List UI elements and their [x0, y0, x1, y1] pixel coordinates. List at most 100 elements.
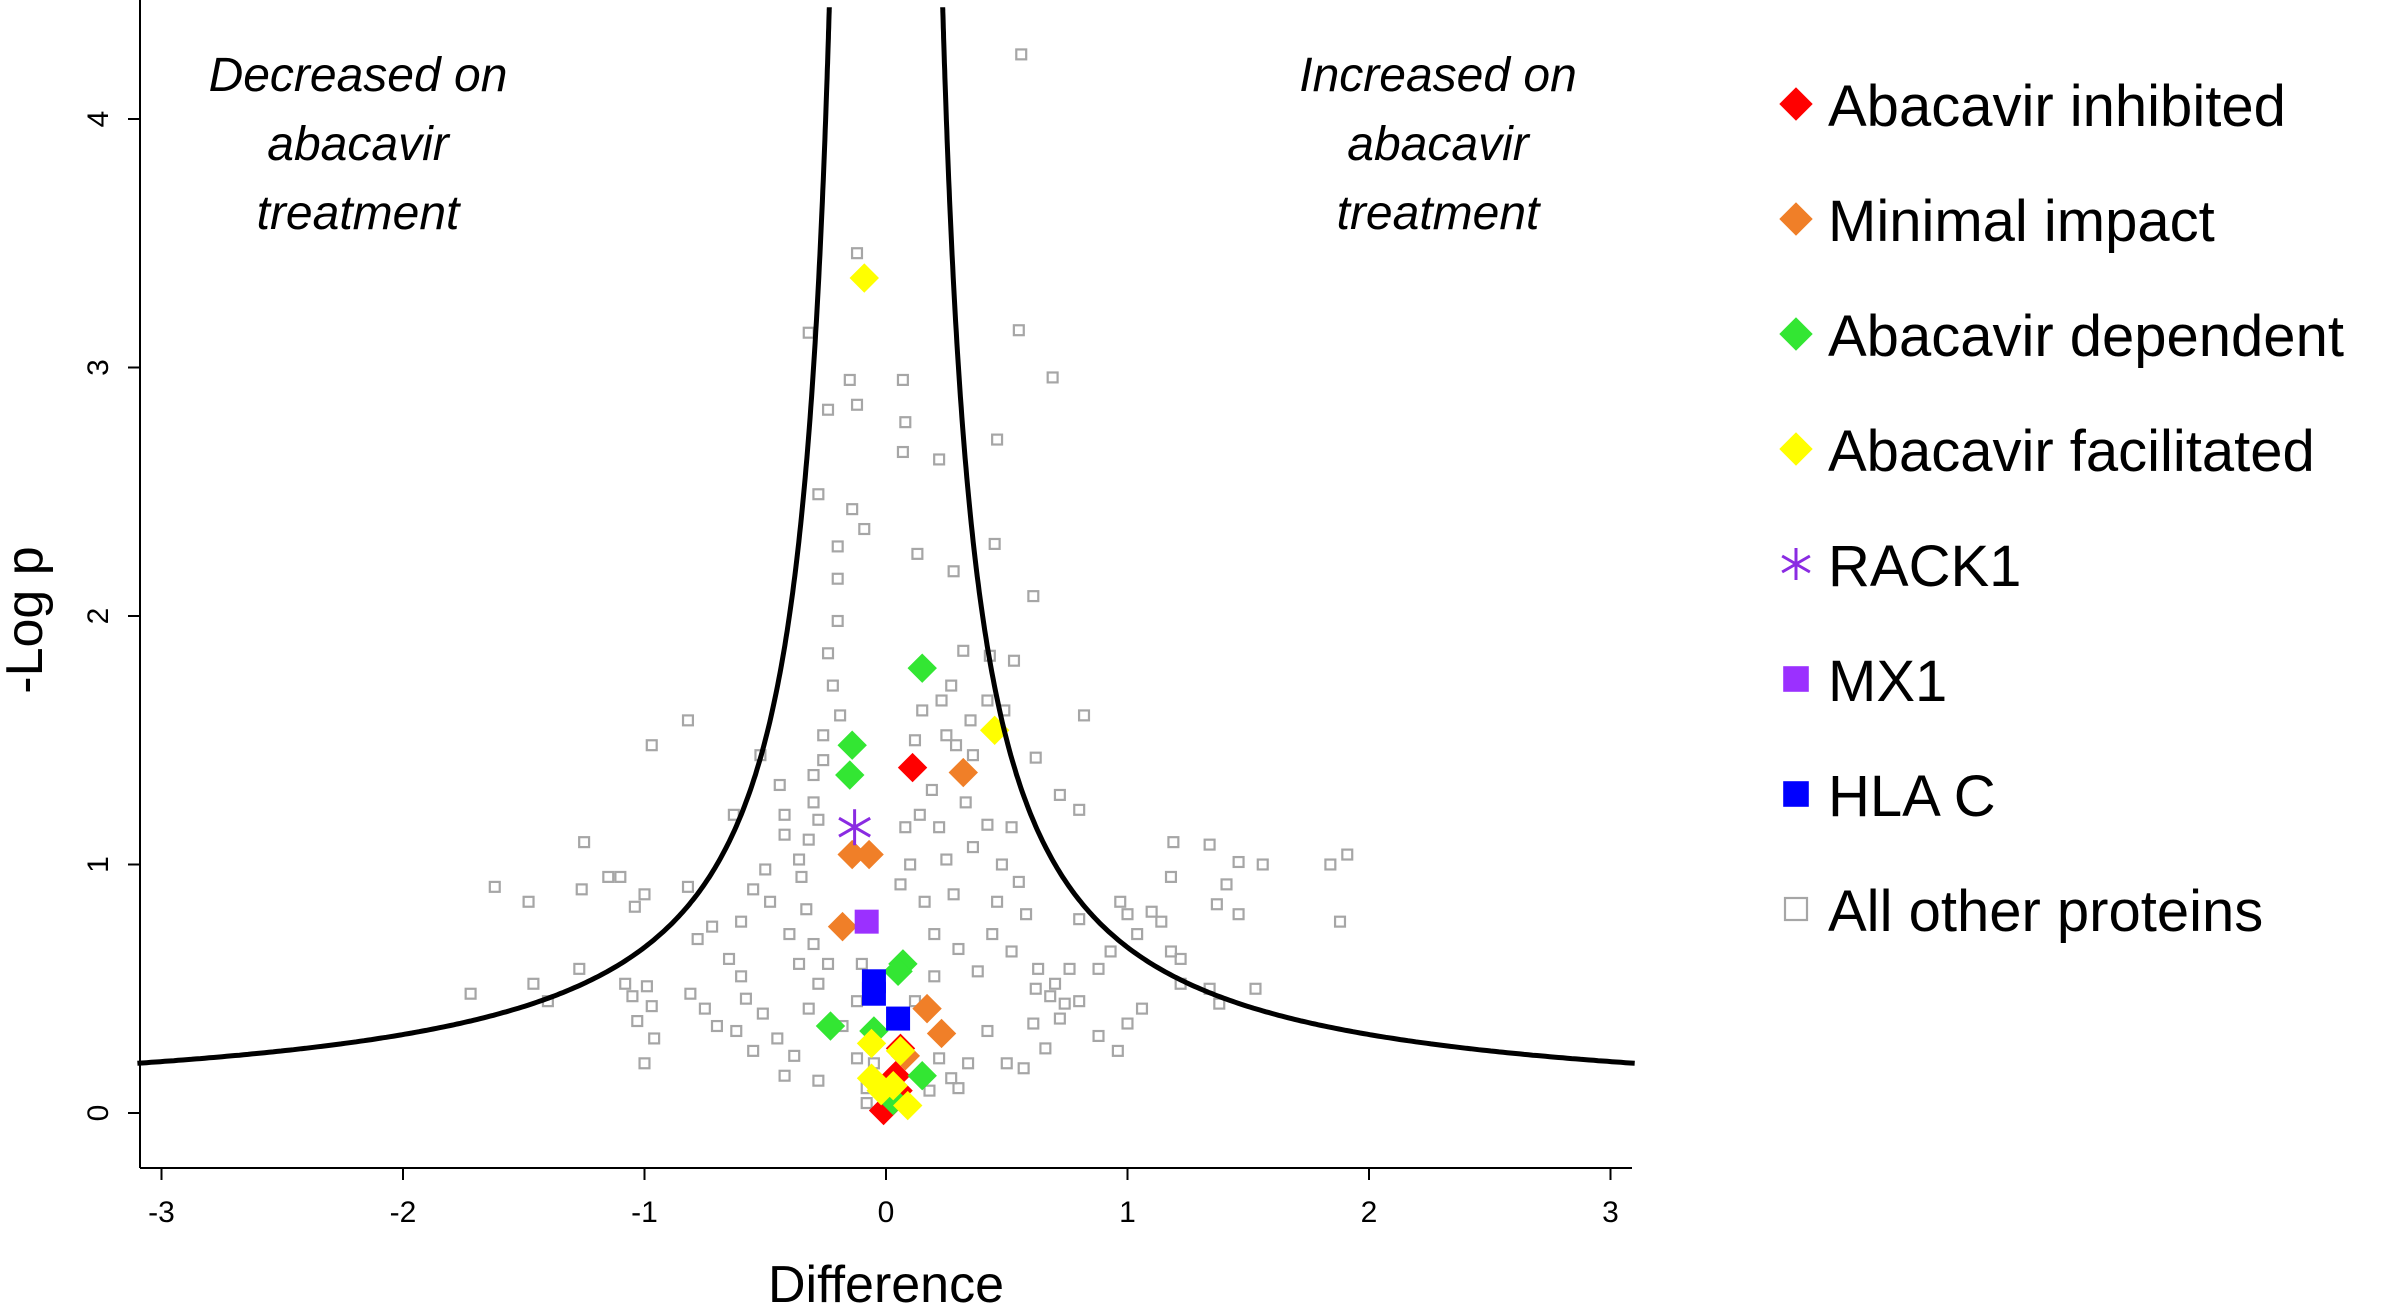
- point-all-other-proteins: [1073, 913, 1086, 926]
- point-all-other-proteins: [981, 1024, 994, 1038]
- point-all-other-proteins: [783, 928, 796, 941]
- point-abacavir-dependent: [883, 956, 913, 987]
- legend-marker-minimal-impact: [1779, 202, 1813, 236]
- x-tick-label: 2: [1361, 1196, 1378, 1229]
- point-all-other-proteins: [831, 540, 844, 553]
- point-all-other-proteins: [793, 853, 806, 866]
- point-all-other-proteins: [1012, 324, 1025, 337]
- axes: -3 -2 -1 0 1 2 3 0 1 2 3 4: [82, 0, 1632, 1229]
- point-all-other-proteins: [925, 783, 938, 796]
- point-all-other-proteins: [1341, 848, 1354, 861]
- point-all-other-proteins: [626, 990, 639, 1003]
- point-all-other-proteins: [722, 952, 736, 965]
- point-all-other-proteins: [1077, 709, 1091, 722]
- point-all-other-proteins: [821, 403, 835, 416]
- legend-marker-abacavir-dependent: [1779, 317, 1813, 351]
- point-all-other-proteins: [894, 878, 907, 891]
- annotation-decreased: Decreased on abacavir treatment: [209, 49, 508, 240]
- point-all-other-proteins: [945, 679, 958, 692]
- point-all-other-proteins: [896, 373, 909, 386]
- point-all-other-proteins: [826, 679, 839, 692]
- point-all-other-proteins: [928, 928, 941, 941]
- point-all-other-proteins: [858, 522, 871, 536]
- point-all-other-proteins: [795, 870, 808, 883]
- point-all-other-proteins: [730, 1024, 743, 1038]
- point-all-other-proteins: [1174, 952, 1187, 965]
- point-all-other-proteins: [645, 1000, 658, 1013]
- point-all-other-proteins: [771, 1032, 784, 1045]
- point-all-other-proteins: [923, 1084, 936, 1097]
- y-tick-label: 1: [82, 856, 115, 873]
- point-all-other-proteins: [850, 247, 864, 260]
- point-all-other-proteins: [831, 614, 844, 628]
- point-all-other-proteins: [916, 704, 929, 717]
- point-all-other-proteins: [986, 928, 999, 941]
- point-all-other-proteins: [691, 932, 704, 946]
- y-axis-title: -Log p: [0, 546, 54, 693]
- legend-marker-mx1: [1783, 666, 1809, 692]
- point-all-other-proteins: [855, 957, 868, 970]
- point-all-other-proteins: [773, 778, 786, 792]
- point-all-other-proteins: [778, 1069, 791, 1082]
- point-all-other-proteins: [1053, 788, 1066, 801]
- y-tick-label: 3: [82, 359, 115, 376]
- point-all-other-proteins: [619, 977, 632, 990]
- point-all-other-proteins: [1044, 990, 1057, 1003]
- point-all-other-proteins: [1324, 858, 1337, 871]
- point-minimal-impact: [854, 839, 884, 870]
- legend-label-minimal-impact: Minimal impact: [1828, 189, 2215, 254]
- legend-marker-abacavir-inhibited: [1779, 87, 1813, 121]
- point-all-other-proteins: [928, 970, 941, 983]
- point-all-other-proteins: [933, 1052, 946, 1065]
- point-all-other-proteins: [959, 796, 972, 809]
- x-tick-label: 3: [1602, 1196, 1619, 1229]
- point-minimal-impact: [827, 911, 858, 942]
- point-abacavir-dependent: [835, 760, 865, 790]
- point-minimal-impact: [926, 1018, 957, 1049]
- point-all-other-proteins: [802, 833, 815, 846]
- legend-item-rack1: RACK1: [1781, 534, 2021, 599]
- point-all-other-proteins: [952, 942, 965, 956]
- point-all-other-proteins: [817, 754, 830, 767]
- point-all-other-proteins: [981, 818, 994, 831]
- point-all-other-proteins: [933, 821, 946, 834]
- point-all-other-proteins: [1015, 48, 1028, 61]
- point-all-other-proteins: [1256, 858, 1269, 871]
- point-all-other-proteins: [896, 445, 909, 459]
- point-all-other-proteins: [1220, 878, 1233, 891]
- point-all-other-proteins: [1017, 1062, 1030, 1075]
- point-mx1: [854, 909, 879, 934]
- legend-label-all-other-proteins: All other proteins: [1828, 879, 2263, 944]
- legend-label-abacavir-facilitated: Abacavir facilitated: [1828, 419, 2315, 484]
- point-all-other-proteins: [966, 749, 979, 762]
- legend-label-hla-c: HLA C: [1828, 764, 1996, 829]
- point-abacavir-inhibited: [897, 752, 928, 783]
- legend-item-abacavir-inhibited: Abacavir inhibited: [1779, 74, 2286, 139]
- point-all-other-proteins: [464, 987, 477, 1000]
- x-axis-title: Difference: [768, 1256, 1004, 1307]
- point-all-other-proteins: [911, 547, 924, 560]
- point-all-other-proteins: [1012, 875, 1025, 888]
- point-all-other-proteins: [1210, 898, 1223, 911]
- point-all-other-proteins: [648, 1032, 661, 1045]
- y-tick-label: 2: [82, 608, 115, 625]
- point-all-other-proteins: [764, 895, 777, 908]
- point-all-other-proteins: [1058, 997, 1071, 1010]
- point-all-other-proteins: [1104, 945, 1117, 958]
- point-all-other-proteins: [991, 433, 1004, 446]
- point-all-other-proteins: [812, 1074, 825, 1087]
- point-all-other-proteins: [899, 416, 912, 429]
- point-all-other-proteins: [812, 488, 825, 501]
- legend-item-mx1: MX1: [1783, 649, 1947, 714]
- point-all-other-proteins: [1249, 982, 1262, 995]
- legend-label-abacavir-dependent: Abacavir dependent: [1828, 304, 2344, 369]
- point-all-other-proteins: [1164, 945, 1178, 958]
- point-all-other-proteins: [995, 858, 1008, 871]
- point-all-other-proteins: [947, 888, 960, 901]
- point-all-other-proteins: [904, 858, 917, 871]
- point-all-other-proteins: [1232, 908, 1245, 921]
- y-tick-label: 0: [82, 1105, 115, 1122]
- y-tick-label: 4: [82, 111, 115, 128]
- point-all-other-proteins: [1114, 895, 1127, 908]
- point-all-other-proteins: [807, 937, 820, 951]
